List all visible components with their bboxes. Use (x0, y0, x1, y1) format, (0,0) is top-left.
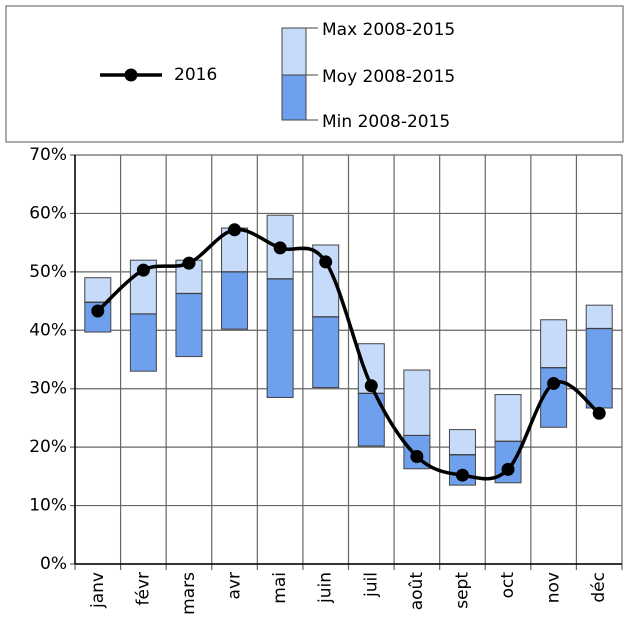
y-tick-label: 30% (29, 379, 67, 399)
marker-2016 (410, 449, 424, 463)
range-upper (494, 394, 522, 442)
y-tick-label: 10% (29, 496, 67, 516)
y-tick-label: 60% (29, 203, 67, 223)
range-lower (585, 328, 613, 409)
range-upper (403, 369, 431, 436)
y-tick-label: 20% (29, 437, 67, 457)
x-tick-label: sept (452, 572, 472, 609)
x-tick-label: juin (316, 572, 336, 604)
marker-2016 (592, 406, 606, 420)
x-tick-label: mars (179, 572, 199, 615)
legend-swatch-lower (281, 74, 307, 121)
marker-2016 (273, 241, 287, 255)
legend-label: Moy 2008-2015 (322, 67, 455, 87)
marker-2016 (182, 256, 196, 270)
marker-2016 (136, 263, 150, 277)
y-tick-label: 0% (40, 554, 67, 574)
x-tick-label: juil (361, 572, 381, 598)
y-tick-label: 70% (29, 145, 67, 165)
legend-box (5, 5, 624, 143)
legend-swatch-upper (281, 27, 307, 76)
marker-2016 (364, 379, 378, 393)
x-tick-label: août (407, 572, 427, 611)
marker-2016 (547, 376, 561, 390)
range-lower (266, 278, 294, 398)
range-lower (312, 316, 340, 389)
range-upper (448, 429, 476, 456)
range-lower (221, 271, 249, 330)
marker-2016 (319, 255, 333, 269)
legend-label: 2016 (174, 65, 217, 85)
range-upper (585, 304, 613, 330)
x-tick-label: oct (498, 572, 518, 599)
x-tick-label: mai (270, 572, 290, 604)
range-upper (84, 277, 112, 303)
marker-2016 (91, 304, 105, 318)
range-lower (175, 292, 203, 358)
legend-label: Min 2008-2015 (322, 112, 450, 132)
x-tick-label: déc (589, 572, 609, 603)
y-tick-label: 50% (29, 262, 67, 282)
x-tick-label: janv (88, 572, 108, 609)
x-tick-label: févr (133, 572, 153, 606)
x-tick-label: nov (544, 572, 564, 603)
y-tick-label: 40% (29, 320, 67, 340)
x-tick-label: avr (225, 572, 245, 599)
legend-marker (124, 68, 138, 82)
marker-2016 (455, 468, 469, 482)
marker-2016 (501, 462, 515, 476)
legend-label: Max 2008-2015 (322, 20, 455, 40)
range-lower (129, 313, 157, 372)
marker-2016 (228, 223, 242, 237)
range-upper (540, 319, 568, 369)
